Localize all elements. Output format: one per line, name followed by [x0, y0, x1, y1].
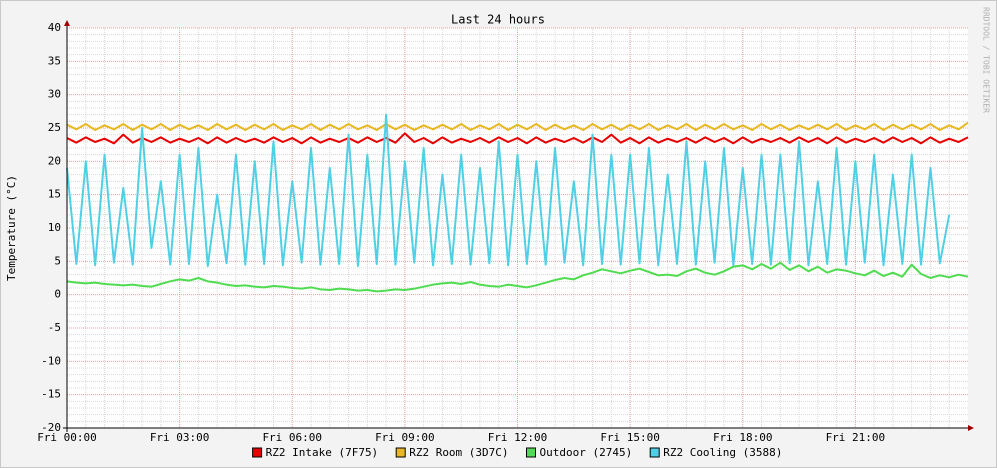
y-tick-label: 15: [48, 188, 61, 201]
y-tick-label: 30: [48, 88, 61, 101]
series-line: [66, 261, 969, 293]
y-tick-label: -5: [48, 321, 61, 334]
chart-title: Last 24 hours: [451, 13, 545, 27]
legend: RZ2 Intake (7F75) RZ2 Room (3D7C) Outdoor …: [252, 446, 782, 459]
y-tick-label: -15: [41, 388, 61, 401]
axes: -20 -15 -10 -5 0 5 10 15 20 25 30 35 40 Fri 00:00 Fri …: [37, 20, 974, 444]
legend-swatch: [252, 447, 263, 458]
lines: [66, 113, 969, 293]
legend-label: RZ2 Intake (7F75): [266, 446, 379, 459]
legend-item: RZ2 Cooling (3588): [649, 446, 782, 459]
legend-item: Outdoor (2745): [526, 446, 633, 459]
y-tick-label: 10: [48, 221, 61, 234]
series-line: [66, 121, 969, 131]
y-tick-label: -20: [41, 421, 61, 434]
y-tick-label: 40: [48, 21, 61, 34]
y-tick-label: 20: [48, 154, 61, 167]
y-axis-arrow: [64, 20, 70, 26]
y-tick-label: 35: [48, 54, 61, 67]
x-tick-label: Fri 18:00: [713, 431, 773, 444]
x-tick-label: Fri 21:00: [826, 431, 886, 444]
x-tick-label: Fri 06:00: [262, 431, 322, 444]
series-line: [66, 132, 969, 145]
y-tick-label: 0: [54, 288, 61, 301]
x-tick-label: Fri 15:00: [600, 431, 660, 444]
x-tick-label: Fri 09:00: [375, 431, 435, 444]
x-tick-label: Fri 03:00: [150, 431, 210, 444]
legend-item: RZ2 Room (3D7C): [395, 446, 509, 459]
legend-swatch: [526, 447, 536, 458]
legend-label: Outdoor (2745): [540, 446, 633, 459]
legend-label: RZ2 Room (3D7C): [409, 446, 508, 459]
legend-swatch: [649, 447, 660, 458]
x-tick-label: Fri 00:00: [37, 431, 97, 444]
y-tick-label: 25: [48, 121, 61, 134]
legend-swatch: [395, 447, 406, 458]
grid: [66, 27, 968, 429]
y-tick-label: 5: [54, 254, 61, 267]
watermark: RRDTOOL / TOBI OETIKER: [982, 7, 991, 113]
y-tick-label: -10: [41, 354, 61, 367]
y-axis-label: Temperature (°C): [5, 175, 18, 281]
x-tick-label: Fri 12:00: [488, 431, 548, 444]
x-axis-arrow: [968, 425, 974, 431]
series-line: [66, 113, 951, 267]
legend-label: RZ2 Cooling (3588): [663, 446, 782, 459]
legend-item: RZ2 Intake (7F75): [252, 446, 379, 459]
